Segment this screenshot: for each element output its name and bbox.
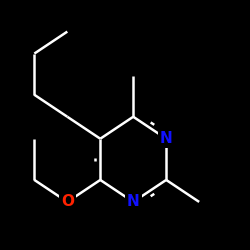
Text: N: N (127, 194, 140, 210)
Text: O: O (61, 194, 74, 210)
Text: N: N (160, 131, 172, 146)
